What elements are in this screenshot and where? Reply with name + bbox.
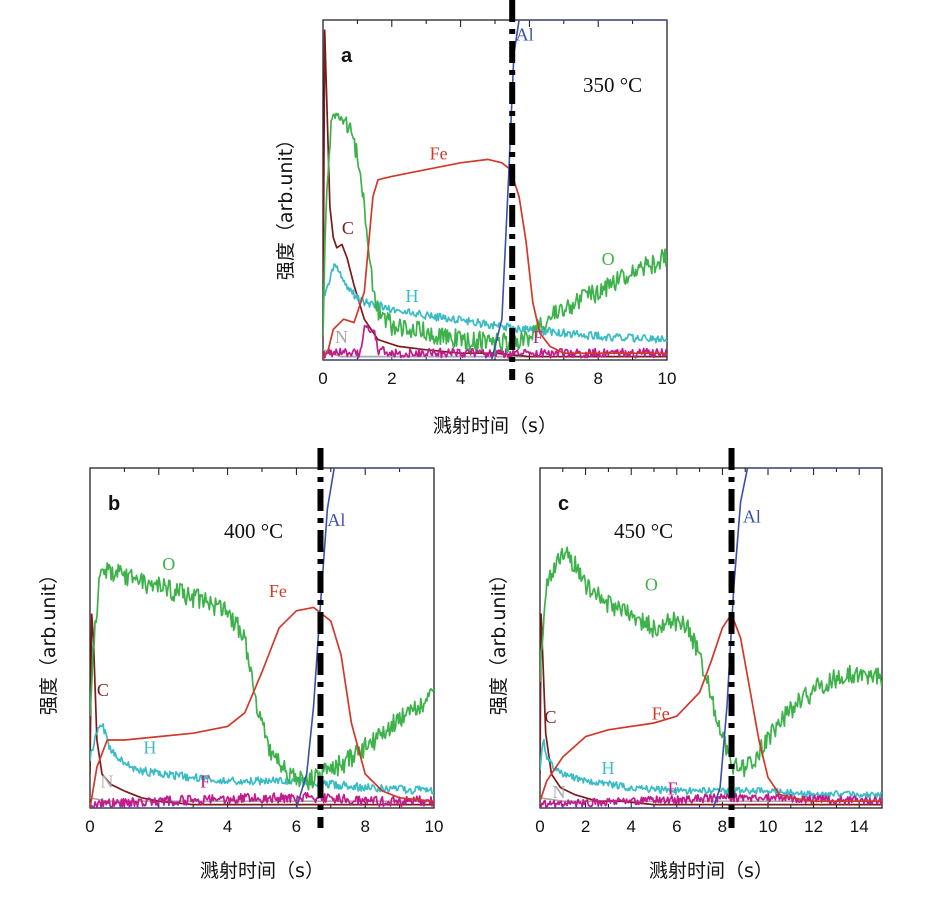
y-axis-title: 强度（arb.unit） (38, 565, 60, 715)
series-label-c: C (545, 707, 557, 727)
y-axis-title: 强度（arb.unit） (488, 565, 510, 715)
series-line-c (90, 613, 434, 806)
plot-frame (539, 467, 883, 809)
series-label-fe: Fe (430, 143, 448, 163)
x-axis-title: 溅射时间（s） (200, 860, 324, 882)
series-label-n: N (335, 327, 348, 347)
series-group (90, 468, 434, 808)
series-label-n: N (553, 782, 566, 802)
series-line-h (90, 723, 434, 795)
series-line-n (540, 796, 882, 803)
temperature-annotation: 450 °C (614, 519, 673, 543)
panel-c: 0 2 4 6 8 10 12 14 Al Fe O H C F Nc 450 °C 溅射时间（s） 强度（arb… (488, 448, 883, 882)
x-tick-label: 10 (425, 817, 444, 836)
series-line-h (323, 263, 667, 344)
series-label-c: C (97, 680, 109, 700)
series-line-o (323, 112, 667, 354)
x-tick-label: 4 (626, 817, 635, 836)
panel-letter: b (108, 493, 120, 515)
x-tick-label: 2 (387, 369, 396, 388)
x-tick-label: 6 (525, 369, 534, 388)
series-label-o: O (645, 574, 658, 594)
series-line-al (90, 468, 434, 808)
series-label-o: O (162, 554, 175, 574)
panel-letter: c (558, 493, 569, 515)
series-label-n: N (100, 772, 113, 792)
x-tick-label: 0 (85, 817, 94, 836)
series-line-f (90, 791, 434, 808)
x-tick-label: 2 (154, 817, 163, 836)
x-tick-label: 0 (318, 369, 327, 388)
series-line-o (540, 546, 882, 778)
x-tick-label: 2 (581, 817, 590, 836)
x-tick-label: 8 (718, 817, 727, 836)
x-tick-label: 10 (658, 369, 677, 388)
series-line-fe (540, 613, 882, 803)
x-tick-label: 4 (223, 817, 232, 836)
x-tick-label: 14 (850, 817, 869, 836)
panel-b: 0 2 4 6 8 10 Al Fe O H C F Nb 400 °C 溅射时间（s） 强度（arb.uni… (38, 448, 443, 882)
x-axis-title: 溅射时间（s） (433, 415, 557, 437)
x-tick-label: 8 (593, 369, 602, 388)
panel-a: 0 2 4 6 8 10 Al Fe O H C F Na 350 °C 溅射时间（s） 强度（arb.uni… (275, 0, 676, 437)
series-label-f: F (533, 327, 543, 347)
x-tick-label: 10 (759, 817, 778, 836)
x-tick-label: 6 (672, 817, 681, 836)
series-label-fe: Fe (652, 704, 670, 724)
series-group (323, 20, 667, 360)
series-label-al: Al (516, 24, 534, 44)
series-line-o (90, 562, 434, 791)
series-label-h: H (406, 286, 419, 306)
series-line-c (540, 613, 882, 806)
x-tick-label: 12 (804, 817, 823, 836)
x-tick-label: 8 (360, 817, 369, 836)
series-label-c: C (342, 218, 354, 238)
panel-letter: a (341, 45, 353, 67)
series-line-f (540, 793, 882, 808)
x-tick-label: 6 (292, 817, 301, 836)
series-line-h (540, 738, 882, 799)
series-label-f: F (200, 772, 210, 792)
series-group (540, 468, 882, 808)
series-label-h: H (602, 758, 615, 778)
series-label-al: Al (743, 506, 761, 526)
x-axis-title: 溅射时间（s） (649, 860, 773, 882)
series-label-fe: Fe (269, 581, 287, 601)
y-axis-title: 强度（arb.unit） (275, 130, 297, 280)
series-line-fe (90, 606, 434, 808)
x-tick-label: 0 (535, 817, 544, 836)
series-label-al: Al (327, 510, 345, 530)
series-label-h: H (143, 738, 156, 758)
series-label-f: F (668, 778, 678, 798)
temperature-annotation: 350 °C (583, 73, 642, 97)
series-label-o: O (602, 249, 615, 269)
temperature-annotation: 400 °C (224, 519, 283, 543)
series-line-al (540, 468, 882, 808)
x-tick-label: 4 (456, 369, 465, 388)
series-line-fe (323, 158, 667, 360)
series-line-al (323, 20, 667, 360)
